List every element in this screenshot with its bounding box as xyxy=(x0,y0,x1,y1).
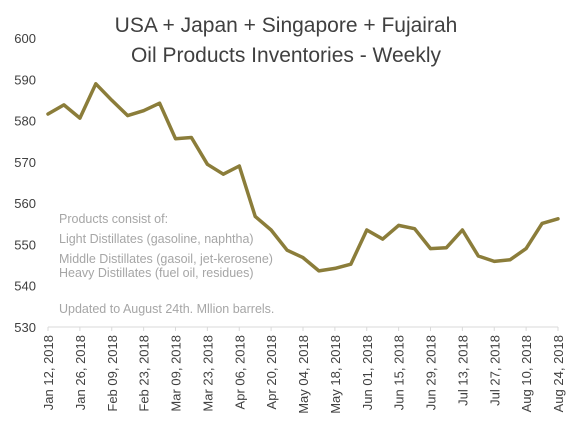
y-axis: 600 590 580 570 560 550 540 530 xyxy=(14,31,36,335)
x-tick-label: Jul 27, 2018 xyxy=(487,335,502,406)
data-point xyxy=(301,256,305,260)
data-point xyxy=(476,254,480,258)
data-point xyxy=(317,269,321,273)
data-point xyxy=(492,259,496,263)
y-tick-label: 560 xyxy=(14,196,36,211)
data-point xyxy=(269,228,273,232)
y-tick-label: 590 xyxy=(14,72,36,87)
data-point xyxy=(460,228,464,232)
x-tick-label: Aug 24, 2018 xyxy=(551,335,566,412)
x-tick-label: Jul 13, 2018 xyxy=(455,335,470,406)
x-tick-label: Jan 12, 2018 xyxy=(41,335,56,410)
data-point xyxy=(429,247,432,251)
x-tick-label: Jan 26, 2018 xyxy=(73,335,88,410)
data-point xyxy=(397,223,401,227)
annotation-line-6: Updated to August 24th. Mllion barrels. xyxy=(59,302,274,316)
data-point xyxy=(110,98,114,102)
data-point xyxy=(237,164,241,168)
annotation-line-4: Heavy Distillates (fuel oil, residues) xyxy=(59,266,254,280)
data-point xyxy=(508,258,512,262)
annotation-note: Products consist of: Light Distillates (… xyxy=(59,212,274,316)
x-axis: Jan 12, 2018 Jan 26, 2018 Feb 09, 2018 Feb … xyxy=(41,326,566,414)
data-point xyxy=(142,109,146,113)
data-point xyxy=(253,214,257,218)
x-tick-label: Jun 15, 2018 xyxy=(392,335,407,410)
x-tick-label: May 18, 2018 xyxy=(328,335,343,414)
data-point xyxy=(524,247,528,251)
x-tick-label: May 04, 2018 xyxy=(296,335,311,414)
data-point xyxy=(381,237,385,241)
data-point xyxy=(333,266,337,270)
y-tick-label: 580 xyxy=(14,114,36,129)
annotation-line-3: Middle Distillates (gasoil, jet-kerosene… xyxy=(59,252,273,266)
y-tick-label: 550 xyxy=(14,237,36,252)
x-tick-label: Mar 23, 2018 xyxy=(200,335,215,412)
data-point xyxy=(444,246,448,250)
data-point xyxy=(126,114,130,118)
x-tick-label: Feb 23, 2018 xyxy=(137,335,152,412)
x-tick-label: Apr 06, 2018 xyxy=(232,335,247,409)
y-tick-label: 540 xyxy=(14,279,36,294)
data-point xyxy=(540,221,544,225)
chart-title-line-2: Oil Products Inventories - Weekly xyxy=(131,44,442,67)
data-point xyxy=(413,227,417,231)
y-tick-label: 570 xyxy=(14,155,36,170)
annotation-line-1: Products consist of: xyxy=(59,212,168,226)
data-point xyxy=(189,136,193,139)
data-point xyxy=(365,228,369,232)
y-tick-label: 530 xyxy=(14,320,36,335)
data-point xyxy=(221,172,225,176)
x-tick-label: Feb 09, 2018 xyxy=(105,335,120,412)
data-point xyxy=(556,217,560,221)
x-tick-label: Jun 01, 2018 xyxy=(360,335,375,410)
data-point xyxy=(349,262,353,266)
data-point xyxy=(158,101,162,105)
data-point xyxy=(46,112,50,116)
data-point xyxy=(94,82,98,86)
series-layer xyxy=(46,82,560,273)
y-tick-label: 600 xyxy=(14,31,36,46)
x-tick-label: Mar 09, 2018 xyxy=(169,335,184,412)
x-tick-label: Apr 20, 2018 xyxy=(264,335,279,409)
data-point xyxy=(285,248,289,252)
x-tick-label: Jun 29, 2018 xyxy=(424,335,439,410)
data-point xyxy=(62,103,66,107)
x-tick-label: Aug 10, 2018 xyxy=(519,335,534,412)
data-point xyxy=(174,137,177,141)
annotation-line-2: Light Distillates (gasoline, naphtha) xyxy=(59,232,254,246)
data-point xyxy=(205,162,209,166)
data-point xyxy=(78,116,82,120)
chart-title-line-1: USA + Japan + Singapore + Fujairah xyxy=(115,14,458,37)
